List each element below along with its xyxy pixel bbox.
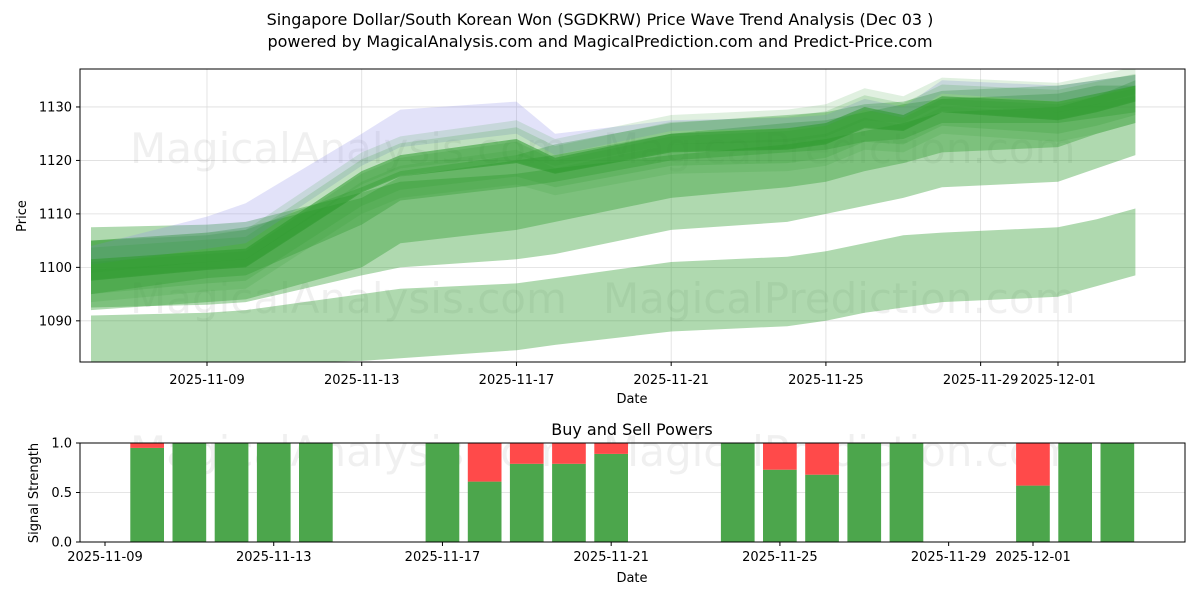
sell-bar (130, 443, 164, 448)
sell-bar (509, 443, 544, 464)
signal-bar-2025-11-26 (805, 443, 839, 542)
wave-band (91, 69, 1136, 273)
buy-bar (214, 443, 249, 542)
buy-bar (509, 463, 544, 542)
x-tick-label: 2025-11-29 (911, 550, 987, 565)
sell-bar (763, 443, 797, 470)
y-tick-label: 1100 (39, 261, 72, 276)
signal-y-axis-label: Signal Strength (27, 443, 42, 543)
x-tick-label: 2025-11-17 (479, 373, 555, 388)
price-chart: MagicalAnalysis.com MagicalPrediction.co… (15, 68, 1186, 407)
y-tick-label: 1130 (39, 100, 72, 115)
signal-bar-2025-11-14 (299, 443, 333, 542)
buy-bar (594, 453, 628, 542)
price-wave-bands (91, 69, 1136, 362)
signal-bar-2025-12-01 (1016, 443, 1050, 542)
buy-sell-chart: Buy and Sell Powers MagicalAnalysis.com … (27, 420, 1186, 586)
x-tick-label: 2025-11-13 (324, 373, 400, 388)
price-x-ticks: 2025-11-09 2025-11-13 2025-11-17 2025-11-21… (169, 362, 1096, 388)
x-tick-label: 2025-11-17 (405, 550, 481, 565)
signal-bar-2025-11-25 (763, 443, 797, 542)
buy-bar (130, 447, 164, 542)
buy-bar (1058, 443, 1092, 542)
x-tick-label: 2025-12-01 (995, 550, 1071, 565)
signal-bar-2025-11-24 (720, 443, 755, 542)
signal-bar-2025-11-27 (847, 443, 882, 542)
signal-bar-2025-12-03 (1100, 443, 1135, 542)
x-tick-label: 2025-11-29 (943, 373, 1019, 388)
signal-bar-2025-11-12 (214, 443, 249, 542)
wave-band (91, 96, 1136, 303)
wave-band (91, 85, 1136, 281)
x-tick-label: 2025-11-25 (742, 550, 818, 565)
signal-bar-2025-11-21 (594, 443, 628, 542)
signal-bar-2025-11-13 (256, 443, 291, 542)
buy-bar (805, 474, 839, 542)
signal-bar-2025-11-20 (552, 443, 586, 542)
watermark-right-bottom: MagicalPrediction.com (603, 274, 1076, 323)
buy-bar (552, 463, 586, 542)
wave-band (91, 208, 1136, 362)
chart-title-line1: Singapore Dollar/South Korean Won (SGDKR… (266, 10, 934, 29)
wave-band (91, 88, 1136, 295)
x-tick-label: 2025-11-09 (67, 550, 143, 565)
sell-bar (594, 443, 628, 454)
sell-bar (552, 443, 586, 464)
price-y-ticks: 1090 1100 1110 1120 1130 (39, 100, 80, 329)
signal-bar-2025-11-19 (509, 443, 544, 542)
buy-bar (256, 443, 291, 542)
y-tick-label: 1090 (39, 314, 72, 329)
signal-bar-2025-11-11 (172, 443, 207, 542)
price-y-axis-label: Price (15, 200, 30, 232)
y-tick-label: 0.5 (51, 486, 72, 501)
price-x-axis-label: Date (616, 392, 647, 407)
sell-bar (467, 443, 502, 482)
buy-bar (425, 443, 460, 542)
x-tick-label: 2025-12-01 (1020, 373, 1096, 388)
wave-band (91, 74, 1136, 295)
x-tick-label: 2025-11-09 (169, 373, 245, 388)
x-tick-label: 2025-11-25 (788, 373, 864, 388)
buy-sell-title: Buy and Sell Powers (551, 420, 713, 439)
signal-bar-2025-11-17 (425, 443, 460, 542)
y-tick-label: 1110 (39, 207, 72, 222)
chart-title-line2: powered by MagicalAnalysis.com and Magic… (267, 32, 933, 51)
buy-bar (889, 443, 924, 542)
sell-bar (1016, 443, 1050, 486)
buy-bar (720, 443, 755, 542)
signal-y-ticks: 0.0 0.5 1.0 (51, 437, 80, 551)
signal-bar-2025-12-02 (1058, 443, 1092, 542)
wave-band (91, 73, 1136, 280)
signal-bar-2025-11-10 (130, 443, 164, 542)
y-tick-label: 1120 (39, 154, 72, 169)
buy-bar (847, 443, 882, 542)
y-tick-label: 1.0 (51, 437, 72, 452)
buy-bar (172, 443, 207, 542)
signal-x-axis-label: Date (616, 571, 647, 586)
watermark-left-bottom: MagicalAnalysis.com (130, 274, 567, 323)
signal-bars (130, 443, 1135, 542)
buy-bar (467, 481, 502, 542)
x-tick-label: 2025-11-21 (573, 550, 649, 565)
wave-band (91, 74, 1136, 265)
y-tick-label: 0.0 (51, 536, 72, 551)
signal-bar-2025-11-18 (467, 443, 502, 542)
signal-x-ticks: 2025-11-09 2025-11-13 2025-11-17 2025-11-21… (67, 542, 1071, 565)
wave-band (91, 85, 1136, 311)
x-tick-label: 2025-11-21 (633, 373, 709, 388)
buy-bar (763, 469, 797, 542)
buy-bar (1100, 443, 1135, 542)
sell-bar (805, 443, 839, 475)
watermark-right-signal: MagicalPrediction.com (603, 427, 1076, 476)
x-tick-label: 2025-11-13 (236, 550, 312, 565)
signal-bar-2025-11-28 (889, 443, 924, 542)
buy-bar (1016, 485, 1050, 542)
buy-bar (299, 443, 333, 542)
price-axes-frame (79, 68, 1186, 363)
wave-band (91, 80, 1136, 308)
price-grid (80, 69, 1185, 362)
